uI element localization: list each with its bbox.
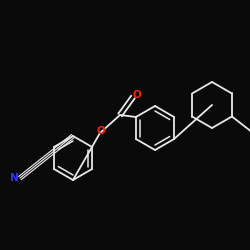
Text: N: N — [10, 173, 18, 183]
Text: O: O — [96, 126, 106, 136]
Text: O: O — [132, 90, 141, 100]
